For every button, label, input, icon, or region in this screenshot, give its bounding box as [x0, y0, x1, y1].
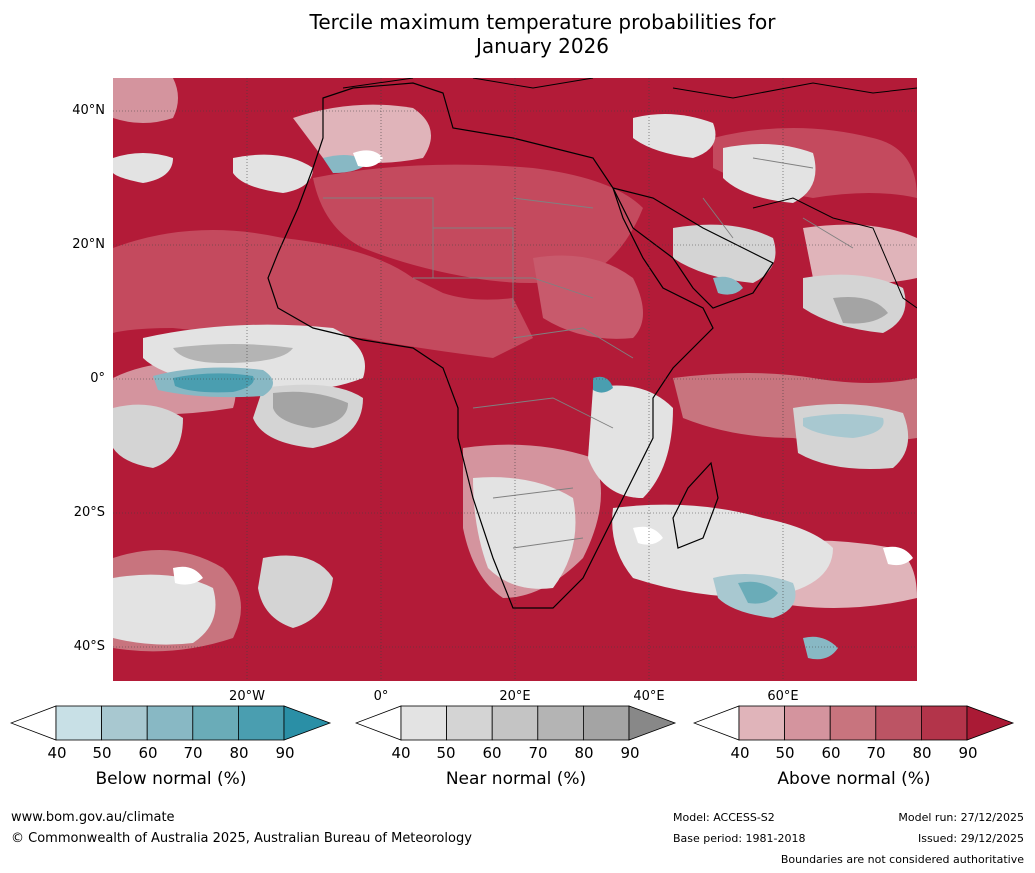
- cbar-above-tick: 70: [866, 744, 886, 762]
- cbar-above-tick: 40: [730, 744, 750, 762]
- colorbar-segment: [400, 705, 447, 741]
- colorbar-segment: [237, 705, 285, 741]
- lon-label-20w: 20°W: [229, 689, 265, 704]
- lat-label-0: 0°: [90, 371, 105, 386]
- colorbar-segment: [738, 705, 785, 741]
- cbar-above-tick: 50: [775, 744, 795, 762]
- cbar-near-tick: 70: [528, 744, 548, 762]
- colorbar-segment: [446, 705, 493, 741]
- colorbar-segment: [784, 705, 831, 741]
- cbar-below-tick: 50: [92, 744, 112, 762]
- colorbar-upper-extend: [966, 705, 1015, 741]
- colorbar-upper-extend: [283, 705, 332, 741]
- cbar-below-tick: 60: [138, 744, 158, 762]
- map-title: Tercile maximum temperature probabilitie…: [0, 10, 1035, 58]
- cbar-below-tick: 40: [47, 744, 67, 762]
- cbar-below-tick: 70: [183, 744, 203, 762]
- footer-copyright: © Commonwealth of Australia 2025, Austra…: [11, 831, 472, 846]
- colorbar-segment: [829, 705, 877, 741]
- cbar-below-tick: 80: [229, 744, 249, 762]
- lon-label-0: 0°: [373, 689, 389, 704]
- lon-label-40e: 40°E: [633, 689, 665, 704]
- colorbar-lower-extend: [693, 705, 740, 741]
- colorbar-segment: [875, 705, 922, 741]
- lon-label-60e: 60°E: [767, 689, 799, 704]
- cbar-near-tick: 90: [620, 744, 640, 762]
- cbar-above-title: Above normal (%): [777, 769, 931, 789]
- colorbar-near-normal: [355, 705, 677, 741]
- cbar-below-title: Below normal (%): [95, 769, 247, 789]
- cbar-above-tick: 60: [821, 744, 841, 762]
- colorbar-upper-extend: [628, 705, 677, 741]
- colorbar-segment: [491, 705, 539, 741]
- map-svg: [113, 78, 917, 681]
- footer-model-run: Model run: 27/12/2025: [898, 811, 1024, 824]
- lon-label-20e: 20°E: [499, 689, 531, 704]
- lat-label-20s: 20°S: [73, 505, 105, 520]
- footer-disclaimer: Boundaries are not considered authoritat…: [780, 853, 1024, 866]
- footer-model: Model: ACCESS-S2: [673, 811, 775, 824]
- colorbar-below-normal: [10, 705, 332, 741]
- cbar-near-tick: 40: [391, 744, 411, 762]
- lat-label-40n: 40°N: [72, 103, 105, 118]
- probability-map: [113, 78, 917, 681]
- colorbar-segment: [920, 705, 968, 741]
- cbar-above-tick: 80: [912, 744, 932, 762]
- colorbar-segment: [55, 705, 102, 741]
- colorbar-segment: [146, 705, 194, 741]
- cbar-above-tick: 90: [958, 744, 978, 762]
- cbar-near-tick: 50: [436, 744, 456, 762]
- lat-label-20n: 20°N: [72, 237, 105, 252]
- colorbar-lower-extend: [10, 705, 57, 741]
- title-line-1: Tercile maximum temperature probabilitie…: [309, 10, 776, 34]
- footer-base-period: Base period: 1981-2018: [673, 832, 806, 845]
- cbar-below-tick: 90: [275, 744, 295, 762]
- colorbar-above-normal: [693, 705, 1015, 741]
- lat-label-40s: 40°S: [73, 639, 105, 654]
- footer-issued: Issued: 29/12/2025: [917, 832, 1024, 845]
- colorbar-segment: [537, 705, 584, 741]
- cbar-near-tick: 80: [574, 744, 594, 762]
- colorbar-segment: [101, 705, 148, 741]
- footer-website: www.bom.gov.au/climate: [11, 810, 175, 825]
- colorbar-segment: [192, 705, 239, 741]
- colorbar-lower-extend: [355, 705, 402, 741]
- cbar-near-tick: 60: [482, 744, 502, 762]
- colorbar-segment: [582, 705, 630, 741]
- cbar-near-title: Near normal (%): [445, 769, 587, 789]
- title-line-2: January 2026: [475, 34, 610, 58]
